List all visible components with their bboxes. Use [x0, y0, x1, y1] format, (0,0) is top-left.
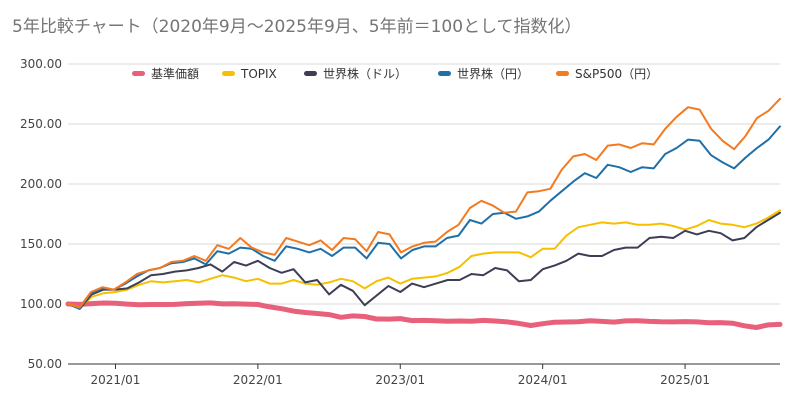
series-line — [67, 97, 781, 309]
legend-swatch — [438, 71, 451, 76]
series-line — [67, 211, 781, 310]
legend-swatch — [132, 71, 145, 76]
legend-label: 世界株（ドル） — [323, 66, 407, 81]
legend-label: 基準価額 — [151, 66, 199, 81]
x-tick-label: 2023/01 — [375, 373, 425, 387]
legend-swatch — [222, 71, 235, 76]
y-tick-label: 100.00 — [20, 297, 62, 311]
series-lines — [65, 97, 783, 330]
legend-swatch — [304, 71, 317, 76]
legend-label: 世界株（円） — [457, 66, 529, 81]
legend-label: S&P500（円） — [575, 67, 658, 81]
x-tick-label: 2022/01 — [233, 373, 283, 387]
legend: 基準価額 TOPIX 世界株（ドル） 世界株（円） S&P500（円） — [132, 66, 658, 81]
y-tick-label: 50.00 — [28, 357, 62, 371]
y-axis-ticks: 50.00 100.00 150.00 200.00 250.00 300.00 — [20, 57, 62, 371]
gridlines — [68, 63, 780, 365]
y-tick-label: 250.00 — [20, 117, 62, 131]
legend-swatch — [556, 71, 569, 76]
series-line — [67, 125, 781, 310]
legend-label: TOPIX — [240, 67, 277, 81]
y-tick-label: 200.00 — [20, 177, 62, 191]
chart-title: 5年比較チャート（2020年9月～2025年9月、5年前＝100として指数化） — [12, 17, 582, 37]
series-line — [67, 209, 781, 309]
y-tick-label: 150.00 — [20, 237, 62, 251]
x-tick-label: 2021/01 — [91, 373, 141, 387]
series-line — [65, 300, 783, 330]
x-tick-label: 2025/01 — [660, 373, 710, 387]
x-tick-label: 2024/01 — [518, 373, 568, 387]
x-axis-ticks: 2021/01 2022/01 2023/01 2024/01 2025/01 — [91, 364, 710, 387]
y-tick-label: 300.00 — [20, 57, 62, 71]
